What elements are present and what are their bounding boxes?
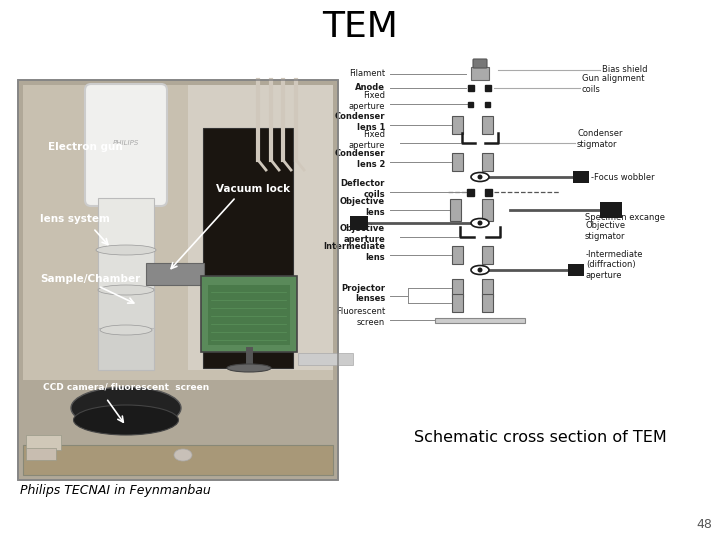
Ellipse shape xyxy=(71,387,181,429)
Bar xyxy=(468,85,474,91)
Text: Anode: Anode xyxy=(355,84,385,92)
Bar xyxy=(468,102,473,106)
Bar xyxy=(98,198,154,250)
Bar xyxy=(568,264,584,276)
FancyBboxPatch shape xyxy=(85,84,167,206)
Bar xyxy=(98,328,154,370)
Bar xyxy=(467,189,474,196)
Bar xyxy=(98,288,154,330)
Ellipse shape xyxy=(98,285,154,295)
Bar xyxy=(573,171,589,183)
Bar xyxy=(23,85,333,380)
Ellipse shape xyxy=(96,245,156,255)
Bar xyxy=(482,116,493,134)
Bar xyxy=(298,353,353,365)
Bar xyxy=(98,248,154,290)
Bar xyxy=(350,216,368,230)
Text: 48: 48 xyxy=(696,518,712,531)
Text: Objective
stigmator: Objective stigmator xyxy=(585,221,626,241)
Ellipse shape xyxy=(471,266,489,274)
Text: TEM: TEM xyxy=(322,10,398,44)
Text: lens system: lens system xyxy=(40,214,110,224)
Bar xyxy=(485,102,490,106)
Bar xyxy=(482,294,493,312)
Text: Sample/Chamber: Sample/Chamber xyxy=(40,274,140,284)
Ellipse shape xyxy=(471,172,489,181)
Text: Condenser
stigmator: Condenser stigmator xyxy=(577,129,623,149)
Bar xyxy=(482,246,493,264)
Bar xyxy=(188,85,333,370)
Text: -Focus wobbler: -Focus wobbler xyxy=(591,172,654,181)
Bar xyxy=(435,318,525,323)
Bar xyxy=(18,80,338,480)
Text: Condenser
lens 1: Condenser lens 1 xyxy=(335,112,385,132)
Bar xyxy=(26,448,56,460)
Text: Deflector
coils: Deflector coils xyxy=(341,179,385,199)
FancyBboxPatch shape xyxy=(473,59,487,68)
Ellipse shape xyxy=(477,267,482,273)
Bar xyxy=(482,199,493,221)
Bar xyxy=(482,279,493,297)
FancyBboxPatch shape xyxy=(201,276,297,352)
Bar xyxy=(26,435,61,450)
Bar xyxy=(23,445,333,475)
Bar xyxy=(452,246,463,264)
Text: Specimen excange: Specimen excange xyxy=(585,213,665,222)
Text: Vacuum lock: Vacuum lock xyxy=(216,184,290,194)
Ellipse shape xyxy=(174,449,192,461)
Text: Intermediate
lens: Intermediate lens xyxy=(323,242,385,262)
Bar xyxy=(18,80,338,480)
Bar xyxy=(485,189,492,196)
Bar xyxy=(452,279,463,297)
Bar xyxy=(203,128,293,368)
Ellipse shape xyxy=(477,220,482,226)
Bar xyxy=(600,202,622,218)
Text: Fluorescent
screen: Fluorescent screen xyxy=(336,307,385,327)
Bar xyxy=(485,85,491,91)
Bar xyxy=(482,153,493,171)
Text: -Intermediate
(diffraction)
aperture: -Intermediate (diffraction) aperture xyxy=(586,250,644,280)
Bar xyxy=(450,199,461,221)
Text: Bias shield: Bias shield xyxy=(602,65,647,75)
Text: Fixed
aperture: Fixed aperture xyxy=(348,91,385,111)
Text: Objective
lens: Objective lens xyxy=(340,197,385,217)
Text: Projector
lenses: Projector lenses xyxy=(341,284,385,303)
Ellipse shape xyxy=(477,174,482,179)
Bar xyxy=(452,294,463,312)
Text: Objective
aperture: Objective aperture xyxy=(340,224,385,244)
Ellipse shape xyxy=(227,364,271,372)
Text: Philips TECNAI in Feynmanbau: Philips TECNAI in Feynmanbau xyxy=(20,484,211,497)
Text: CCD camera/ fluorescent  screen: CCD camera/ fluorescent screen xyxy=(43,383,210,392)
Bar xyxy=(208,285,290,345)
Text: Schematic cross section of TEM: Schematic cross section of TEM xyxy=(413,430,667,445)
Bar xyxy=(146,263,204,285)
Bar xyxy=(452,153,463,171)
Text: Electron gun: Electron gun xyxy=(48,142,122,152)
Ellipse shape xyxy=(73,405,179,435)
Bar xyxy=(471,67,489,80)
Text: Fixed
aperture: Fixed aperture xyxy=(348,130,385,150)
Text: PHILIPS: PHILIPS xyxy=(113,140,139,146)
Ellipse shape xyxy=(100,325,152,335)
Text: Gun alignment
coils: Gun alignment coils xyxy=(582,75,644,94)
Ellipse shape xyxy=(471,219,489,227)
Bar xyxy=(452,116,463,134)
Text: Condenser
lens 2: Condenser lens 2 xyxy=(335,149,385,168)
Text: Filament: Filament xyxy=(349,69,385,78)
